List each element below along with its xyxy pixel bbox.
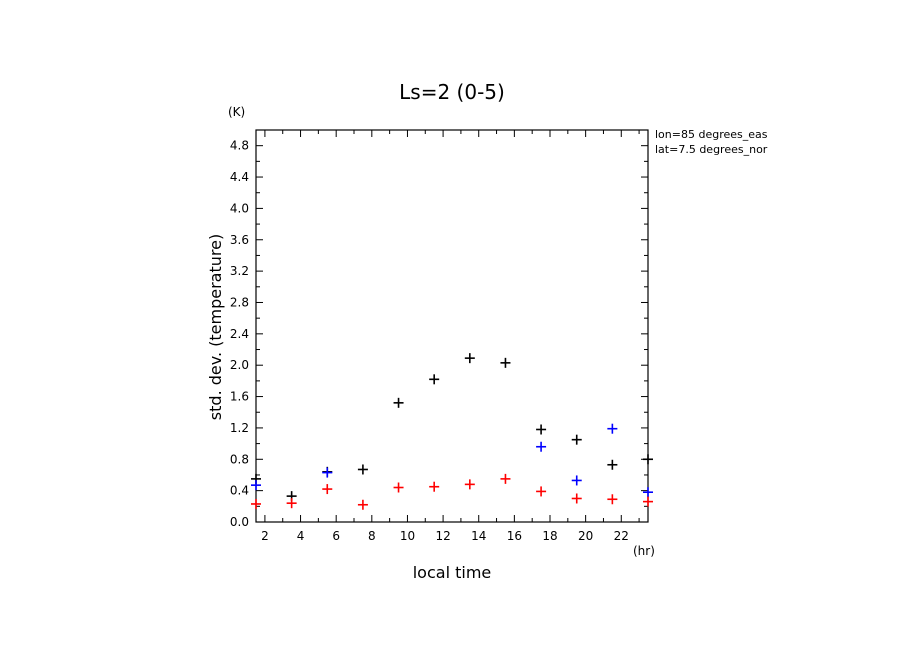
y-axis-label: std. dev. (temperature) [206,234,225,420]
x-tick-label: 22 [614,529,629,543]
y-tick-label: 2.8 [230,295,249,309]
data-point-series-1 [571,434,582,445]
plot-frame [255,129,649,523]
y-tick-label: 0.8 [230,452,249,466]
data-point-series-3 [536,486,547,497]
data-point-series-3 [607,494,618,505]
x-unit-label: (hr) [633,544,655,558]
data-point-series-1 [429,374,440,385]
data-point-series-3 [251,498,261,509]
data-point-series-3 [500,473,511,484]
x-tick-label: 12 [435,529,450,543]
y-tick-label: 2.4 [230,327,249,341]
x-axis-label: local time [413,563,492,582]
data-point-series-1 [393,397,404,408]
y-tick-label: 0.0 [230,515,249,529]
axis-ticks [256,130,648,523]
data-point-series-3 [643,496,653,507]
x-tick-label: 18 [542,529,557,543]
data-point-series-3 [393,482,404,493]
data-point-series-2 [571,475,582,486]
y-tick-label: 3.6 [230,233,249,247]
data-point-series-3 [464,479,475,490]
data-point-series-3 [429,481,440,492]
data-point-series-1 [464,353,475,364]
data-point-series-3 [322,484,333,495]
annotation-lat: lat=7.5 degrees_nor [655,143,768,156]
x-tick-label: 8 [368,529,376,543]
data-point-series-1 [643,454,653,465]
data-point-series-2 [536,441,547,452]
x-tick-label: 4 [297,529,305,543]
data-point-series-2 [643,487,653,498]
y-tick-label: 4.8 [230,139,249,153]
y-tick-label: 2.0 [230,358,249,372]
y-tick-label: 1.2 [230,421,249,435]
x-tick-label: 20 [578,529,593,543]
data-point-series-1 [500,357,511,368]
data-point-series-2 [251,480,261,491]
data-point-series-2 [322,467,333,478]
x-tick-label: 2 [261,529,269,543]
data-point-series-1 [536,424,547,435]
y-tick-label: 0.4 [230,484,249,498]
x-tick-label: 14 [471,529,486,543]
data-point-series-3 [571,493,582,504]
x-tick-label: 10 [400,529,415,543]
tick-labels: 2 4 6 8 10 12 14 16 18 20 22 0.0 0.4 0.8 1.2 1.6 2.0 2.4 2… [230,139,629,543]
chart-title: Ls=2 (0-5) [399,80,505,104]
annotation-lon: lon=85 degrees_eas [655,128,768,141]
data-point-series-1 [357,464,368,475]
y-tick-label: 4.0 [230,201,249,215]
y-tick-label: 3.2 [230,264,249,278]
x-tick-label: 16 [507,529,522,543]
data-point-series-3 [357,499,368,510]
y-unit-label: (K) [228,105,245,119]
x-tick-label: 6 [332,529,340,543]
data-marks [251,353,653,510]
data-point-series-2 [607,423,618,434]
y-tick-label: 1.6 [230,390,249,404]
data-point-series-1 [607,459,618,470]
data-point-series-3 [286,498,297,509]
y-tick-label: 4.4 [230,170,249,184]
